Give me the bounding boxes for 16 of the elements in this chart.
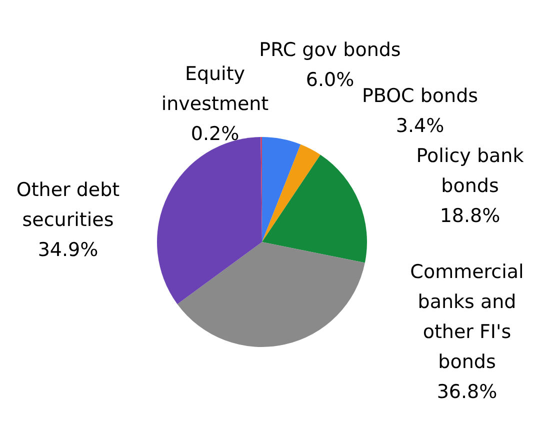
data-label: 18.8% <box>440 205 500 227</box>
slice-label: Policy bank bonds <box>416 145 524 197</box>
slice-label: PRC gov bonds <box>259 39 401 61</box>
data-label: 6.0% <box>306 69 354 91</box>
data-label: 36.8% <box>436 381 498 403</box>
data-label: 34.9% <box>38 239 98 261</box>
slice-label: PBOC bonds <box>362 85 478 107</box>
slice-label: Other debt securities <box>16 179 120 231</box>
pie-slice <box>262 137 301 242</box>
pie-slice <box>262 144 320 242</box>
slice-label: Equity investment <box>161 63 269 115</box>
slice-label: Commercial banks and other FI's bonds <box>410 261 524 373</box>
pie-slice <box>177 242 365 347</box>
data-label: 3.4% <box>396 115 444 137</box>
data-label: 0.2% <box>190 123 240 145</box>
pie-slice <box>262 154 367 263</box>
